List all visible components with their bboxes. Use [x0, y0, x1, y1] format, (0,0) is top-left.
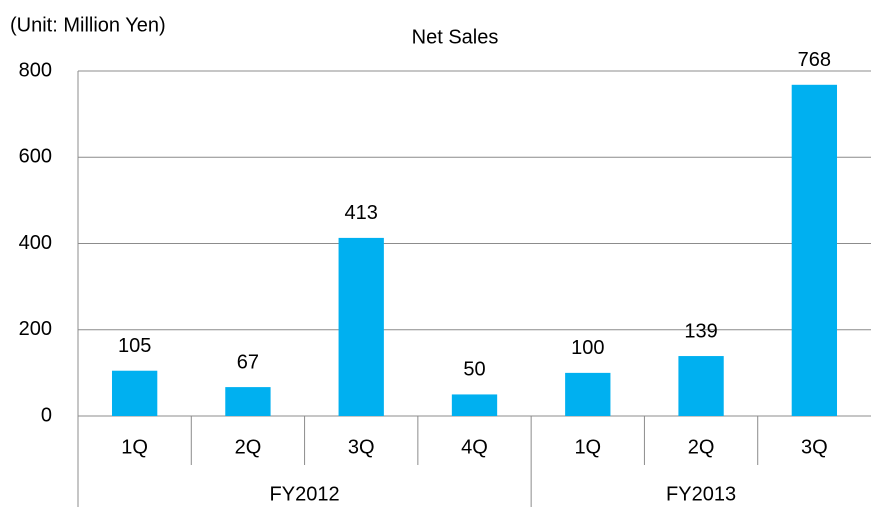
x-tick-label: 2Q	[235, 436, 262, 458]
bar	[225, 387, 271, 416]
chart-title: Net Sales	[412, 26, 499, 48]
bar	[111, 370, 158, 416]
value-label: 50	[463, 359, 485, 381]
y-tick-label: 0	[41, 404, 52, 426]
value-label: 413	[345, 202, 378, 224]
bar	[451, 394, 498, 416]
y-tick-label: 200	[19, 318, 52, 340]
x-tick-label: 3Q	[801, 436, 828, 458]
value-label: 139	[684, 320, 717, 342]
bar	[565, 372, 611, 416]
value-label: 100	[571, 337, 604, 359]
y-tick-label: 800	[19, 59, 52, 81]
bar	[791, 84, 838, 417]
value-label: 67	[237, 351, 259, 373]
value-label: 105	[118, 335, 151, 357]
value-label: 768	[798, 49, 831, 71]
unit-label: (Unit: Million Yen)	[10, 14, 166, 36]
x-tick-label: 3Q	[348, 436, 375, 458]
x-tick-label: 4Q	[461, 436, 488, 458]
y-tick-label: 400	[19, 232, 52, 254]
bar	[338, 237, 384, 416]
x-tick-label: 1Q	[574, 436, 601, 458]
x-tick-label: 2Q	[688, 436, 715, 458]
bar	[678, 356, 724, 416]
y-tick-label: 600	[19, 146, 52, 168]
group-label: FY2013	[666, 483, 736, 505]
x-tick-label: 1Q	[121, 436, 148, 458]
group-label: FY2012	[270, 483, 340, 505]
